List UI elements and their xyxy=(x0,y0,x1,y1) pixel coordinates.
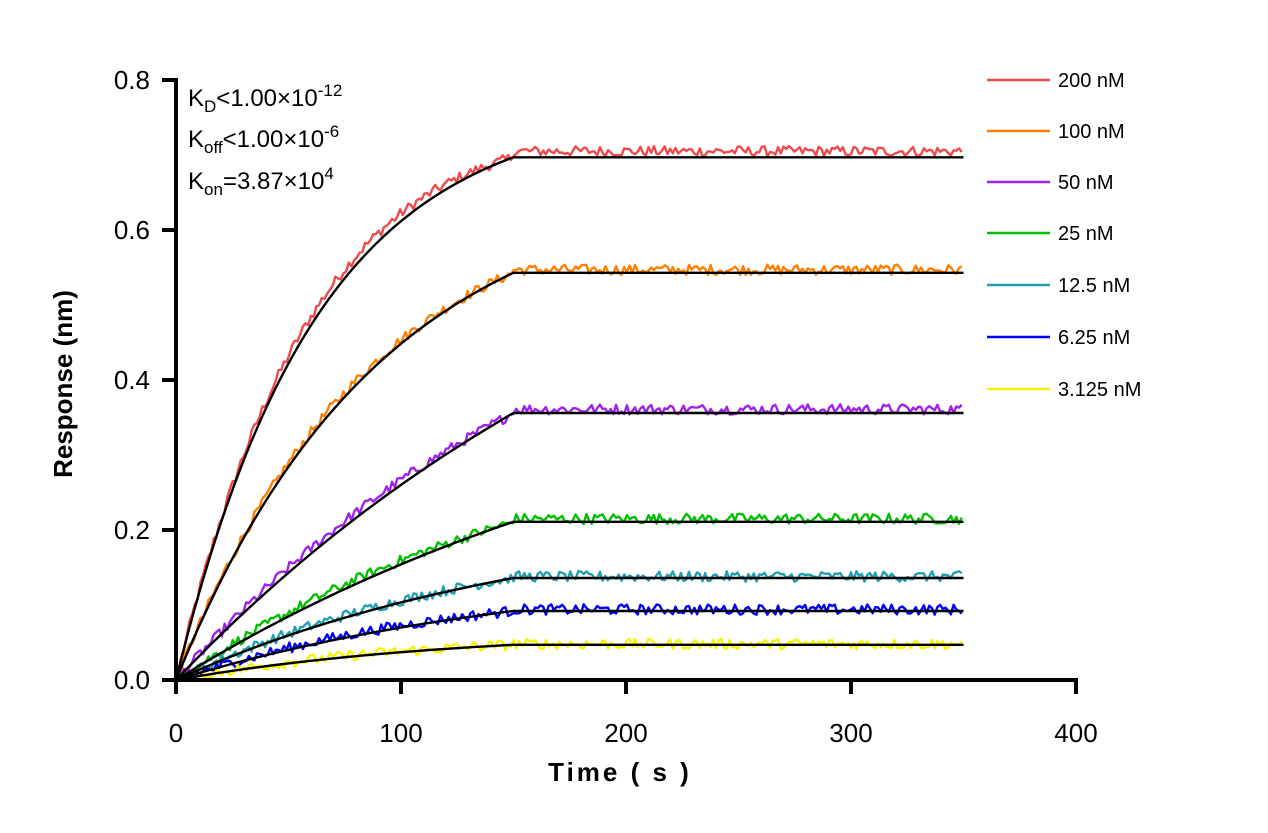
legend-item: 100 nM xyxy=(987,121,1125,143)
y-tick-label: 0.2 xyxy=(114,515,150,545)
data-series-6-25-nM xyxy=(175,603,963,682)
legend-label: 6.25 nM xyxy=(1058,327,1130,349)
y-tick-label: 0.6 xyxy=(114,215,150,245)
legend-label: 200 nM xyxy=(1058,70,1125,92)
x-tick-label: 300 xyxy=(829,718,872,748)
data-series-25-nM xyxy=(175,512,963,681)
data-series-50-nM xyxy=(175,403,963,681)
fit-curve-50-nM xyxy=(175,411,964,681)
fit-curve-100-nM xyxy=(174,271,964,681)
legend: 200 nM 100 nM 50 nM 25 nM 12.5 nM 6.25 nM 3.12… xyxy=(987,70,1141,401)
fit-curve-25-nM xyxy=(175,520,964,682)
data-series-12-5-nM xyxy=(175,570,963,682)
fit-curve-3-125-nM xyxy=(175,643,964,682)
legend-label: 50 nM xyxy=(1058,172,1114,194)
koff-annotation: Koff<1.00×10-6 xyxy=(188,122,339,157)
y-tick-label: 0.8 xyxy=(114,65,150,95)
x-tick-label: 400 xyxy=(1054,718,1097,748)
x-tick-label: 100 xyxy=(379,718,422,748)
kd-annotation: KD<1.00×10-12 xyxy=(188,81,342,116)
legend-item: 6.25 nM xyxy=(987,327,1130,349)
legend-label: 100 nM xyxy=(1058,121,1125,143)
legend-label: 12.5 nM xyxy=(1058,275,1130,297)
legend-label: 3.125 nM xyxy=(1058,379,1141,401)
legend-label: 25 nM xyxy=(1058,223,1114,245)
x-axis-label: Time ( s ) xyxy=(548,757,692,787)
y-axis-label: Response (nm) xyxy=(48,290,78,478)
fit-curve-12-5-nM xyxy=(175,576,964,682)
legend-item: 3.125 nM xyxy=(987,379,1141,401)
kinetic-annotations: KD<1.00×10-12 Koff<1.00×10-6 Kon=3.87×10… xyxy=(188,81,342,199)
fit-curve-200-nM xyxy=(174,156,964,681)
x-tick-label: 0 xyxy=(169,718,183,748)
ticks: 0 100 200 300 400 0.0 0.2 0.4 0.6 0.8 xyxy=(114,65,1098,748)
x-tick-label: 200 xyxy=(604,718,647,748)
y-tick-label: 0.4 xyxy=(114,365,150,395)
legend-item: 25 nM xyxy=(987,223,1114,245)
kon-annotation: Kon=3.87×104 xyxy=(188,164,334,199)
legend-item: 50 nM xyxy=(987,172,1114,194)
data-series-200-nM xyxy=(174,144,963,681)
legend-item: 12.5 nM xyxy=(987,275,1130,297)
legend-item: 200 nM xyxy=(987,70,1125,92)
data-series-100-nM xyxy=(174,263,963,681)
plot-area xyxy=(174,144,964,682)
y-tick-label: 0.0 xyxy=(114,665,150,695)
fit-curve-6-25-nM xyxy=(175,609,964,682)
